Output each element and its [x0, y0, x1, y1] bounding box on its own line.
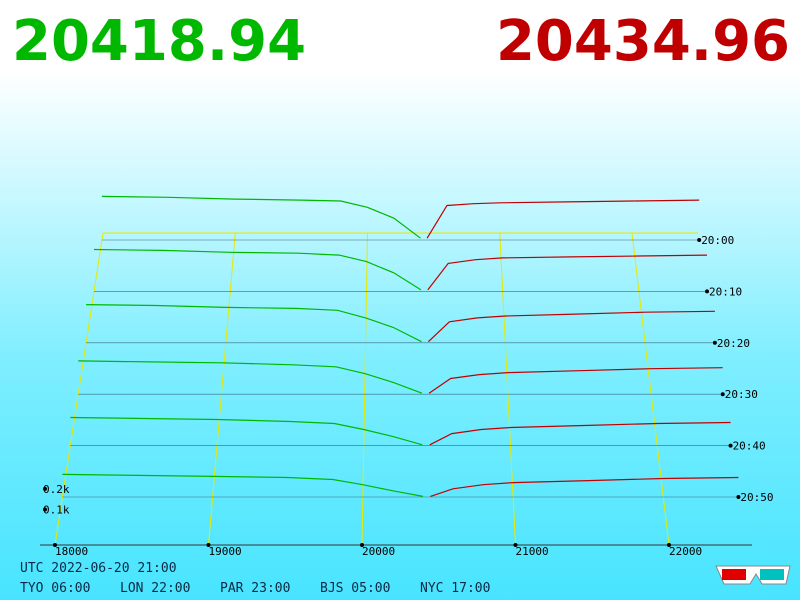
ask-depth-line [427, 310, 715, 343]
bid-depth-line [78, 360, 423, 394]
time-label: 20:50 [740, 491, 773, 504]
time-tick [720, 392, 725, 397]
ask-depth-line [429, 421, 731, 446]
clock-label: NYC 17:00 [420, 581, 490, 596]
time-tick [736, 495, 741, 499]
time-tick [728, 443, 733, 448]
bid-depth-line [101, 195, 421, 239]
x-tick [513, 543, 518, 547]
bid-depth-line [62, 473, 424, 497]
time-label: 20:40 [733, 440, 766, 453]
depth-tick [43, 507, 47, 512]
depth-tick [43, 486, 47, 491]
ask-depth-line [430, 476, 739, 497]
grid-line [208, 232, 236, 546]
x-tick-label: 19000 [209, 545, 242, 558]
x-tick-label: 22000 [669, 545, 702, 558]
time-tick [712, 340, 717, 345]
x-tick-label: 18000 [55, 545, 88, 558]
depth-tick-label: 0.2k [43, 483, 70, 496]
bid-price: 20418.94 [12, 9, 306, 74]
time-label: 20:10 [709, 285, 742, 298]
ask-price: 20434.96 [496, 9, 790, 74]
x-tick [206, 543, 211, 547]
x-tick-label: 21000 [516, 545, 549, 558]
clock-label: PAR 23:00 [220, 581, 290, 596]
clock-label: TYO 06:00 [20, 581, 90, 596]
time-label: 20:20 [717, 337, 750, 350]
grid-line [499, 232, 516, 546]
time-tick [705, 289, 710, 294]
bid-depth-line [70, 416, 423, 446]
timestamp: UTC 2022-06-20 21:00 [20, 561, 177, 576]
x-tick-label: 20000 [362, 545, 395, 558]
depth-tick-label: 0.1k [43, 503, 70, 516]
clock-label: LON 22:00 [120, 581, 190, 596]
time-label: 20:30 [725, 388, 758, 401]
bid-depth-line [86, 304, 422, 343]
ask-depth-line [426, 199, 700, 239]
clock-label: BJS 05:00 [320, 581, 390, 596]
bid-depth-line [93, 248, 422, 291]
ask-depth-line [428, 367, 723, 394]
x-tick [360, 543, 364, 547]
grid-line [361, 232, 368, 546]
time-tick [697, 238, 702, 242]
x-tick [53, 543, 57, 547]
grid-line [54, 232, 104, 546]
time-label: 20:00 [701, 234, 734, 247]
ask-depth-line [427, 254, 708, 291]
grid-line [631, 232, 670, 546]
x-tick [667, 543, 671, 547]
glasses-icon [715, 565, 791, 585]
plot: 18000 19000 20000 21000 22000 0.1k 0.2k 20:00 20… [20, 195, 774, 596]
